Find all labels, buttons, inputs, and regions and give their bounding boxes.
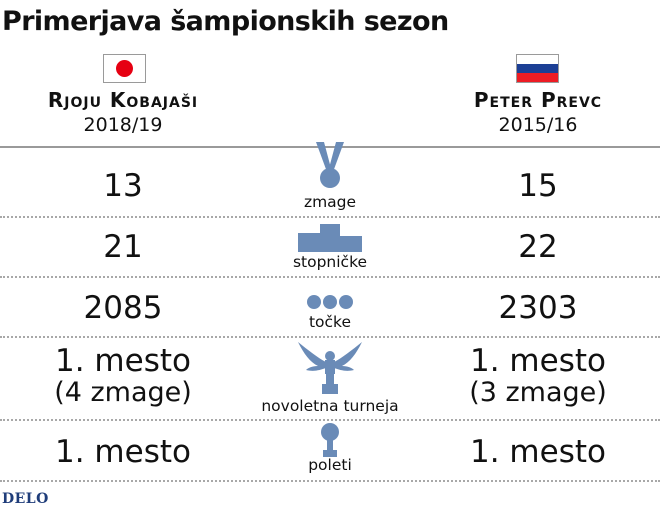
header-divider	[0, 146, 660, 148]
slovenia-flag-stripe-white	[517, 55, 558, 64]
row-zmage-right-value: 15	[518, 168, 558, 204]
row-tocke-left-value: 2085	[83, 290, 163, 326]
row-stopnicke-right-value: 22	[518, 229, 558, 265]
row-poleti-left-value: 1. mesto	[55, 434, 191, 470]
slovenia-flag-stripe-red	[517, 73, 558, 82]
japan-flag-icon	[103, 54, 146, 83]
podium-icon	[298, 224, 362, 252]
eagle-trophy-icon	[298, 342, 362, 394]
right-athlete-name: Peter Prevc	[473, 88, 603, 112]
row-divider	[0, 336, 660, 338]
row-divider	[0, 276, 660, 278]
medal-icon	[316, 142, 344, 188]
row-turneja-left-value: 1. mesto (4 zmage)	[0, 343, 273, 409]
row-tocke-label: točke	[308, 313, 352, 331]
row-turneja-left-main: 1. mesto	[55, 343, 191, 379]
row-poleti-label: poleti	[308, 456, 352, 474]
row-turneja-left-sub: (4 zmage)	[54, 377, 192, 408]
left-athlete-name: Rjoju Kobajaši	[47, 88, 199, 112]
japan-flag-disc	[116, 60, 133, 77]
row-poleti-right-value: 1. mesto	[470, 434, 606, 470]
slovenia-flag-icon	[516, 54, 559, 83]
row-turneja-right-main: 1. mesto	[470, 343, 606, 379]
row-stopnicke-left-value: 21	[103, 229, 143, 265]
right-athlete-season: 2015/16	[498, 114, 578, 136]
row-divider	[0, 216, 660, 218]
chart-title: Primerjava šampionskih sezon	[2, 6, 449, 37]
row-turneja-right-sub: (3 zmage)	[469, 377, 607, 408]
row-zmage-left-value: 13	[103, 168, 143, 204]
dots-icon	[307, 295, 353, 309]
row-divider	[0, 480, 660, 482]
row-zmage-label: zmage	[303, 193, 357, 211]
globe-trophy-icon	[321, 423, 339, 457]
row-stopnicke-label: stopničke	[292, 253, 368, 271]
row-turneja-label: novoletna turneja	[261, 397, 399, 415]
row-turneja-right-value: 1. mesto (3 zmage)	[388, 343, 660, 409]
slovenia-flag-stripe-blue	[517, 64, 558, 73]
row-divider	[0, 419, 660, 421]
left-athlete-season: 2018/19	[83, 114, 163, 136]
delo-logo: DELO	[2, 491, 49, 507]
row-tocke-right-value: 2303	[498, 290, 578, 326]
